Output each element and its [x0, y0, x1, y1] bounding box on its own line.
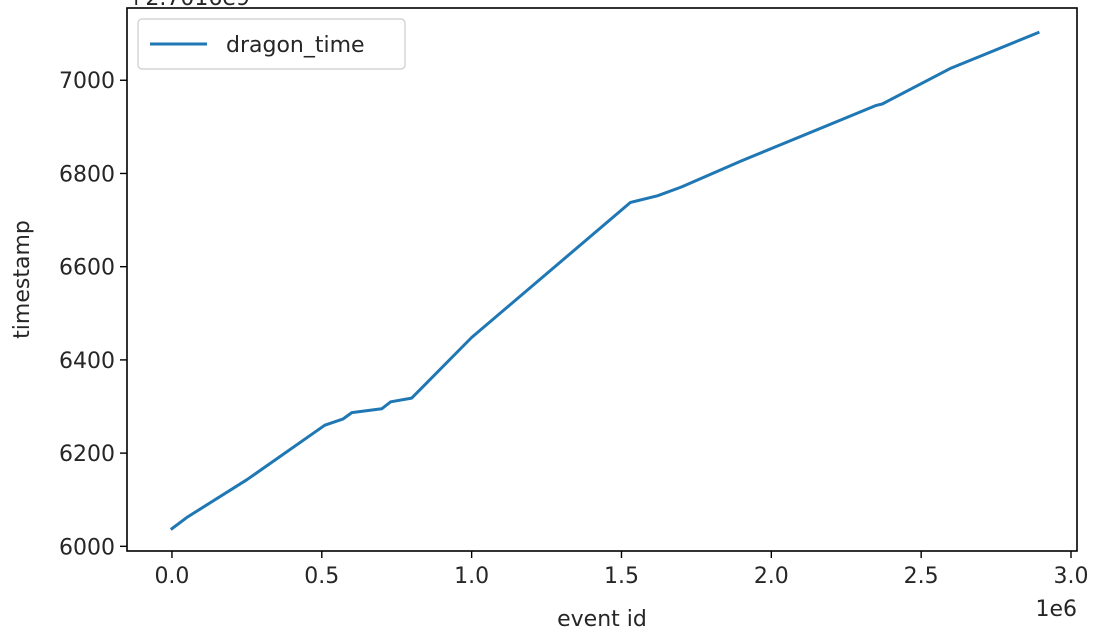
- axis-ticks: 0.0 0.5 1.0 1.5 2.0 2.5 3.0 6000 6200 6400 6600 680…: [59, 69, 1089, 589]
- axes-frame: [126, 7, 1078, 552]
- series-line: [169, 30, 1040, 531]
- y-tick-label: 6000: [59, 535, 115, 560]
- x-tick-label: 2.0: [754, 564, 789, 589]
- legend-label: dragon_time: [226, 33, 365, 58]
- x-tick-label: 1.5: [604, 564, 639, 589]
- x-tick-label: 3.0: [1054, 564, 1089, 589]
- x-tick-label: 2.5: [904, 564, 939, 589]
- legend-box: [137, 18, 406, 70]
- x-axis-label: event id: [557, 607, 647, 632]
- x-tick-label: 1.0: [454, 564, 489, 589]
- y-tick-label: 6200: [59, 442, 115, 467]
- x-tick-label: 0.5: [304, 564, 339, 589]
- y-tick-label: 6800: [59, 162, 115, 187]
- x-tick-label: 0.0: [154, 564, 189, 589]
- y-offset-label: +2.7016e9: [127, 0, 250, 11]
- plot-area: [169, 30, 1040, 531]
- y-tick-label: 7000: [59, 69, 115, 94]
- y-tick-label: 6600: [59, 256, 115, 281]
- y-tick-label: 6400: [59, 349, 115, 374]
- legend: dragon_time: [137, 18, 406, 70]
- y-axis-label: timestamp: [10, 220, 35, 339]
- x-multiplier-label: 1e6: [1035, 597, 1077, 622]
